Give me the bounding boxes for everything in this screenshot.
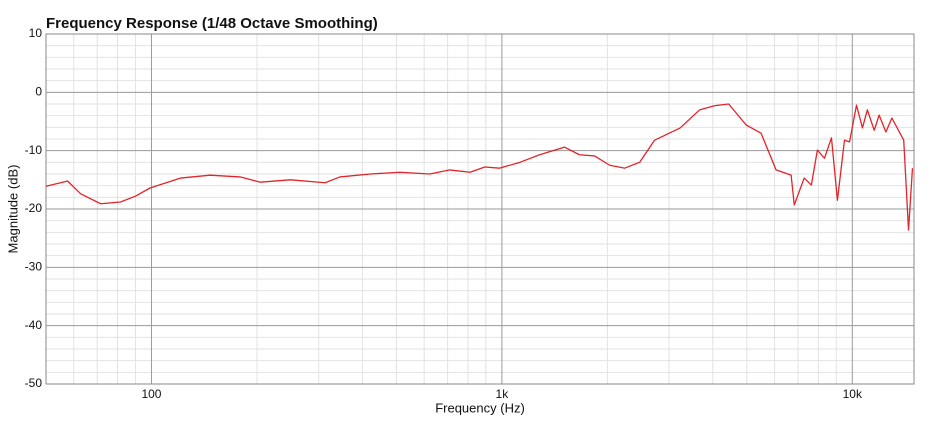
y-tick-label: 10	[29, 26, 43, 40]
y-tick-label: 0	[35, 85, 42, 99]
x-tick-label: 100	[141, 387, 161, 401]
y-tick-label: -40	[25, 318, 43, 332]
y-tick-label: -20	[25, 201, 43, 215]
response-line	[45, 103, 914, 231]
y-tick-label: -30	[25, 260, 43, 274]
x-axis-label: Frequency (Hz)	[435, 400, 525, 415]
y-axis-label: Magnitude (dB)	[5, 165, 20, 254]
y-tick-label: -10	[25, 143, 43, 157]
y-tick-label: -50	[25, 376, 43, 390]
chart-title: Frequency Response (1/48 Octave Smoothin…	[46, 15, 378, 32]
x-tick-label: 1k	[496, 387, 510, 401]
plot-frame	[45, 33, 915, 385]
x-tick-label: 10k	[843, 387, 863, 401]
